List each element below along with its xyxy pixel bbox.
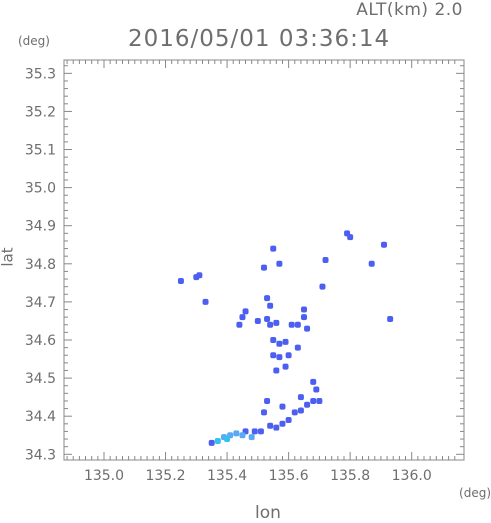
echo-cell	[239, 314, 246, 321]
y-tick-label: 34.4	[25, 409, 56, 425]
x-tick-label: 136.0	[392, 468, 432, 484]
echo-cells	[177, 230, 394, 446]
echo-cell	[368, 260, 375, 267]
echo-cell	[310, 397, 317, 404]
echo-cell	[310, 378, 317, 385]
echo-cell	[233, 430, 240, 437]
y-tick-label: 35.3	[25, 66, 56, 82]
echo-cell	[273, 319, 280, 326]
echo-cell	[276, 354, 283, 361]
echo-cell	[224, 436, 231, 443]
echo-cell	[322, 257, 329, 263]
y-tick-label: 34.8	[25, 257, 56, 273]
echo-cell	[301, 314, 307, 321]
echo-cell	[279, 420, 286, 427]
timestamp-title: 2016/05/01 03:36:14	[128, 26, 391, 52]
echo-cell	[261, 409, 267, 416]
y-tick-label: 35.1	[25, 143, 56, 159]
echo-cell	[316, 397, 323, 404]
y-tick-label: 34.9	[25, 219, 56, 235]
echo-cell	[267, 302, 274, 309]
echo-cell	[273, 367, 280, 374]
x-tick-label: 135.2	[145, 468, 185, 484]
y-tick-label: 34.3	[25, 447, 56, 463]
echo-cell	[267, 422, 274, 429]
echo-cell	[236, 321, 243, 328]
echo-cell	[294, 344, 301, 351]
plot-frame	[63, 59, 465, 461]
echo-cell	[239, 432, 246, 439]
echo-cell	[177, 277, 184, 284]
echo-cell	[261, 264, 267, 271]
echo-cell	[282, 363, 289, 370]
echo-cell	[387, 316, 394, 323]
axis-ticks: 34.3 34.4 34.5 34.6 34.7 34.8 34.9 35.0 35.1 35.2…	[25, 60, 464, 484]
echo-cell	[276, 340, 283, 347]
echo-cell	[248, 434, 255, 441]
y-unit-label: (deg)	[18, 34, 50, 48]
echo-cell	[193, 274, 200, 281]
echo-cell	[273, 424, 280, 431]
echo-cell	[270, 352, 277, 359]
echo-cell	[264, 295, 271, 302]
echo-cell	[282, 338, 289, 345]
x-tick-label: 135.0	[84, 468, 124, 484]
echo-cell	[285, 417, 292, 423]
echo-cell	[297, 407, 304, 414]
echo-cell	[208, 439, 215, 446]
y-tick-label: 34.7	[25, 295, 56, 311]
y-tick-label: 34.6	[25, 333, 56, 349]
echo-cell	[270, 245, 277, 252]
echo-cell	[254, 317, 261, 324]
echo-cell	[242, 308, 249, 315]
echo-cell	[319, 283, 326, 290]
echo-cell	[251, 428, 258, 435]
x-tick-label: 135.4	[207, 468, 247, 484]
x-tick-label: 135.6	[269, 468, 309, 484]
echo-cell	[270, 337, 277, 343]
echo-cell	[285, 352, 292, 359]
echo-cell	[297, 394, 304, 401]
altitude-label: ALT(km) 2.0	[356, 0, 463, 20]
echo-cell	[291, 409, 298, 416]
x-tick-label: 135.8	[330, 468, 370, 484]
echo-cell	[214, 437, 221, 444]
echo-cell	[264, 316, 271, 323]
echo-cell	[304, 401, 311, 408]
echo-cell	[381, 241, 387, 248]
y-tick-label: 35.2	[25, 104, 56, 120]
echo-cell	[304, 325, 311, 332]
echo-cell	[257, 428, 264, 435]
echo-cell	[288, 321, 295, 328]
echo-cell	[276, 260, 283, 267]
y-tick-label: 35.0	[25, 181, 56, 197]
echo-cell	[294, 321, 301, 328]
echo-cell	[301, 306, 307, 313]
y-tick-label: 34.5	[25, 371, 56, 387]
echo-cell	[347, 234, 354, 241]
echo-cell	[313, 386, 320, 393]
echo-cell	[267, 321, 274, 328]
echo-cell	[279, 403, 286, 410]
x-axis-label: lon	[255, 503, 281, 523]
echo-cell	[264, 397, 271, 404]
x-unit-label: (deg)	[459, 486, 491, 500]
echo-cell	[202, 298, 209, 305]
